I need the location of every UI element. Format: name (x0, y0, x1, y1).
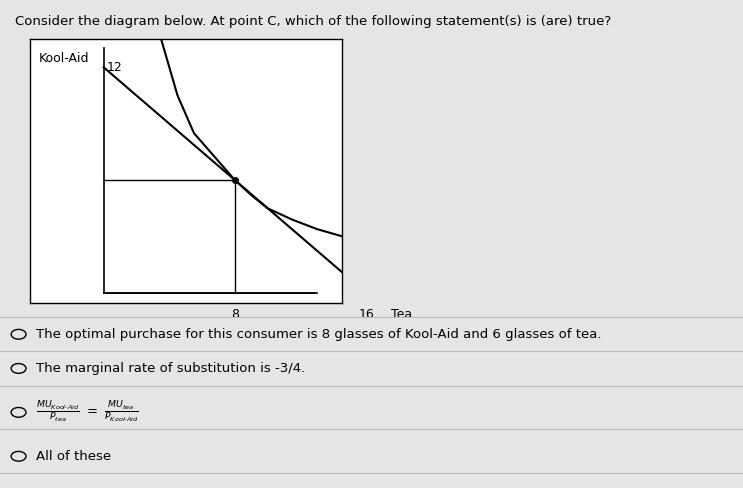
Text: The marginal rate of substitution is -3/4.: The marginal rate of substitution is -3/… (36, 362, 305, 375)
Text: Kool-Aid: Kool-Aid (39, 52, 90, 65)
Text: $\frac{MU_{Kool\text{-}Aid}}{P_{tea}}$$\ =\ $$\frac{MU_{tea}}{P_{Kool\text{-}Aid: $\frac{MU_{Kool\text{-}Aid}}{P_{tea}}$$\… (36, 400, 138, 425)
Text: The optimal purchase for this consumer is 8 glasses of Kool-Aid and 6 glasses of: The optimal purchase for this consumer i… (36, 328, 601, 341)
Text: 16: 16 (359, 308, 374, 321)
Text: All of these: All of these (36, 450, 111, 463)
Text: Tea: Tea (391, 308, 412, 321)
Text: 8: 8 (231, 308, 239, 321)
Text: 12: 12 (107, 61, 123, 74)
Text: Consider the diagram below. At point C, which of the following statement(s) is (: Consider the diagram below. At point C, … (15, 15, 611, 28)
